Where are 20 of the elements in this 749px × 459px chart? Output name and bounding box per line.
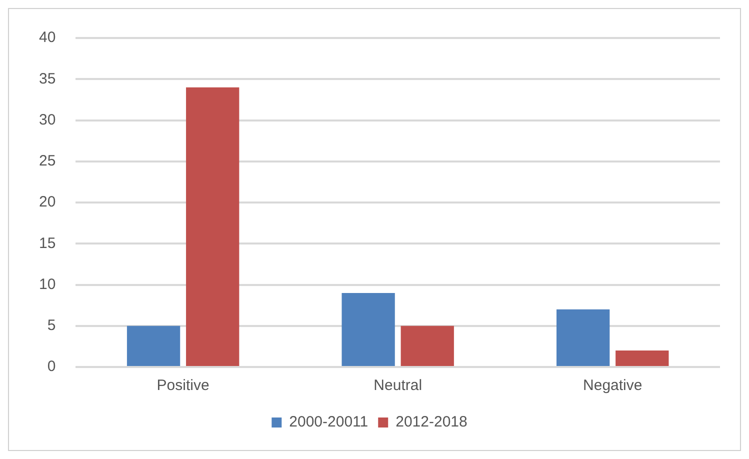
bar [186, 87, 240, 366]
legend-label: 2012-2018 [396, 414, 468, 431]
x-tick-label: Neutral [374, 377, 422, 394]
bar [556, 309, 610, 366]
bar [616, 350, 669, 366]
legend-label: 2000-20011 [289, 414, 368, 431]
y-tick-label: 35 [38, 70, 56, 88]
y-tick-label: 20 [38, 194, 56, 211]
y-tick-label: 25 [38, 152, 56, 170]
x-tick-label: Negative [583, 377, 642, 394]
x-tick-label: Positive [156, 377, 210, 394]
y-tick-label: 0 [47, 358, 56, 376]
bar [126, 326, 180, 366]
bar [400, 326, 454, 366]
y-tick-label: 10 [38, 276, 56, 293]
y-tick-label: 40 [38, 29, 56, 46]
y-tick-label: 30 [38, 111, 56, 128]
y-tick-label: 5 [47, 317, 56, 334]
bar [342, 292, 395, 366]
y-tick-label: 15 [38, 234, 56, 252]
